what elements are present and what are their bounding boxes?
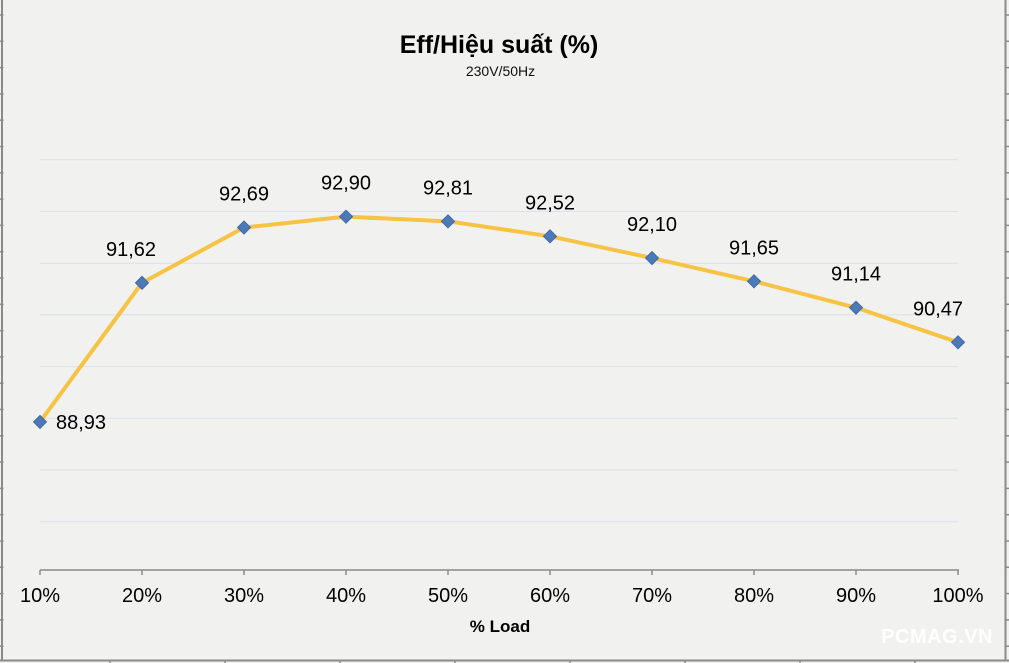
data-point-label: 92,69 <box>219 184 269 206</box>
x-tick-label: 10% <box>20 585 60 607</box>
data-point-label: 91,14 <box>831 264 881 286</box>
data-point-marker <box>644 250 660 266</box>
watermark-text: PCMAG.VN <box>881 626 993 648</box>
data-point-label: 91,62 <box>106 239 156 261</box>
x-tick-label: 50% <box>428 585 468 607</box>
x-tick-label: 100% <box>932 585 983 607</box>
series-line <box>38 214 960 424</box>
x-tick-label: 80% <box>734 585 774 607</box>
x-axis-title: % Load <box>469 617 531 636</box>
data-point-marker <box>32 414 48 430</box>
data-point-label: 88,93 <box>56 412 106 434</box>
x-tick-label: 40% <box>326 585 366 607</box>
data-point-marker <box>440 214 456 229</box>
data-point-marker <box>746 274 762 289</box>
data-point-label: 92,10 <box>627 214 677 236</box>
data-point-label: 90,47 <box>913 298 963 320</box>
data-point-label: 92,81 <box>423 177 473 199</box>
x-tick-label: 60% <box>530 585 570 607</box>
data-point-marker <box>236 220 252 235</box>
x-tick-label: 90% <box>836 585 876 607</box>
data-point-marker <box>542 229 558 244</box>
chart-subtitle: 230V/50Hz <box>465 63 536 79</box>
data-point-marker <box>848 300 864 315</box>
x-tick-label: 20% <box>122 585 162 607</box>
data-point-marker <box>950 335 966 350</box>
data-point-label: 92,90 <box>321 173 371 195</box>
data-point-marker <box>134 275 150 291</box>
x-tick-label: 30% <box>224 585 264 607</box>
x-tick-label: 70% <box>632 585 672 607</box>
data-point-label: 91,65 <box>729 237 779 259</box>
data-point-marker <box>338 209 354 224</box>
data-point-label: 92,52 <box>525 192 575 214</box>
chart-title: Eff/Hiệu suất (%) <box>399 31 599 59</box>
